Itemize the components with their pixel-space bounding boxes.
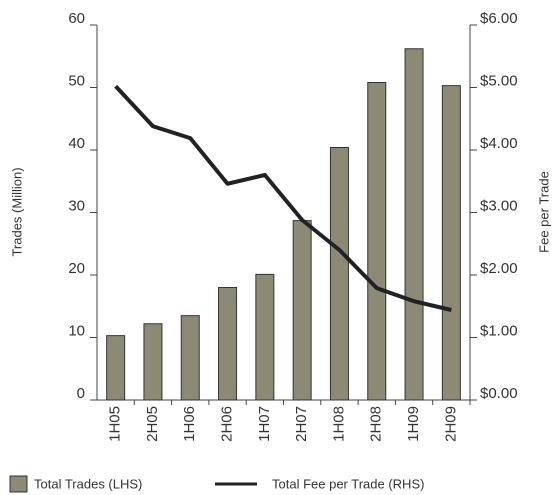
- y-tick-label: 0: [77, 385, 85, 402]
- y2-tick-label: $1.00: [480, 322, 518, 339]
- bar: [180, 315, 200, 401]
- x-tick-label: 1H09: [405, 406, 422, 442]
- y2-tick-label: $5.00: [480, 72, 518, 89]
- x-tick-label: 2H05: [144, 406, 161, 442]
- x-tick-label: 1H05: [107, 406, 124, 442]
- y2-tick-label: $4.00: [480, 135, 518, 152]
- y-tick-label: 60: [68, 10, 85, 27]
- line: [114, 84, 452, 312]
- y-tick-label: 50: [68, 72, 85, 89]
- y-tick-label: 40: [68, 135, 85, 152]
- y-tick-label: 20: [68, 260, 85, 277]
- bar: [255, 273, 275, 401]
- bar: [218, 287, 238, 401]
- bar: [404, 48, 424, 401]
- y-axis-label: Trades (Million): [9, 167, 24, 256]
- y-tick-label: 30: [68, 197, 85, 214]
- x-tick-label: 1H08: [330, 406, 347, 442]
- x-tick-label: 2H08: [368, 406, 385, 442]
- y2-tick-label: $2.00: [480, 260, 518, 277]
- x-tick-label: 1H07: [256, 406, 273, 442]
- y2-tick-label: $3.00: [480, 197, 518, 214]
- x-tick-label: 2H06: [219, 406, 236, 442]
- legend-swatch: [9, 475, 28, 493]
- bar: [143, 323, 163, 401]
- bar: [367, 82, 387, 401]
- legend-label: Total Fee per Trade (RHS): [272, 476, 424, 491]
- y2-tick-label: $0.00: [480, 385, 518, 402]
- bar: [441, 85, 461, 401]
- y2-axis-label: Fee per Trade: [536, 171, 551, 253]
- y2-tick-label: $6.00: [480, 10, 518, 27]
- legend-label: Total Trades (LHS): [34, 476, 142, 491]
- x-tick-label: 1H06: [181, 406, 198, 442]
- bar: [329, 147, 349, 401]
- bar: [106, 335, 126, 401]
- x-tick-label: 2H09: [442, 406, 459, 442]
- bar: [292, 220, 312, 401]
- x-tick-label: 2H07: [293, 406, 310, 442]
- y-tick-label: 10: [68, 322, 85, 339]
